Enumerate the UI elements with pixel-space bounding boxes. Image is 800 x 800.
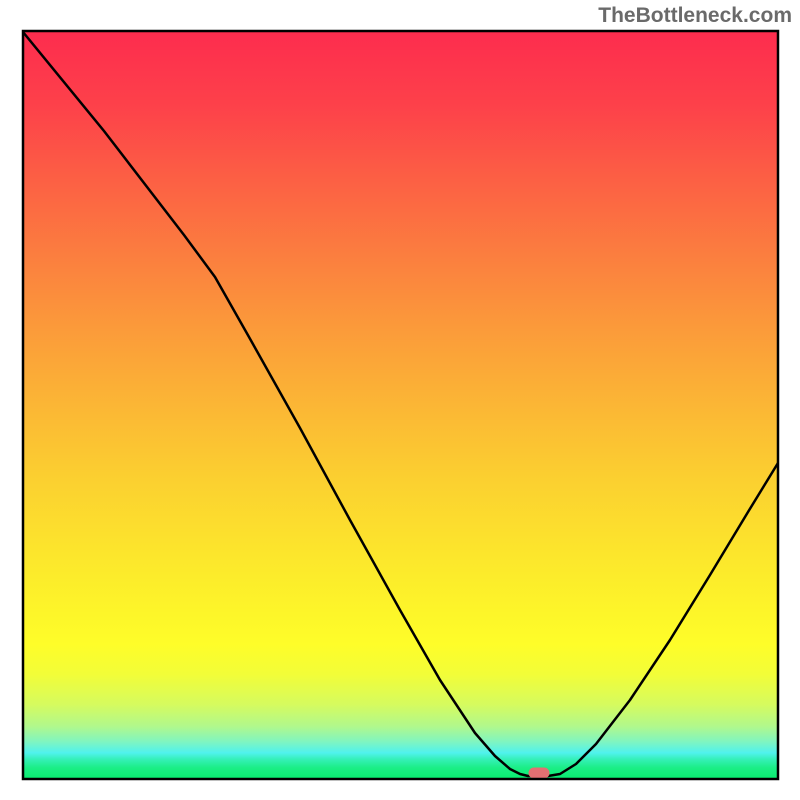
bottleneck-chart: [0, 0, 800, 800]
watermark-text: TheBottleneck.com: [598, 4, 792, 28]
optimal-marker: [529, 768, 550, 779]
gradient-background: [23, 31, 778, 779]
chart-container: TheBottleneck.com: [0, 0, 800, 800]
